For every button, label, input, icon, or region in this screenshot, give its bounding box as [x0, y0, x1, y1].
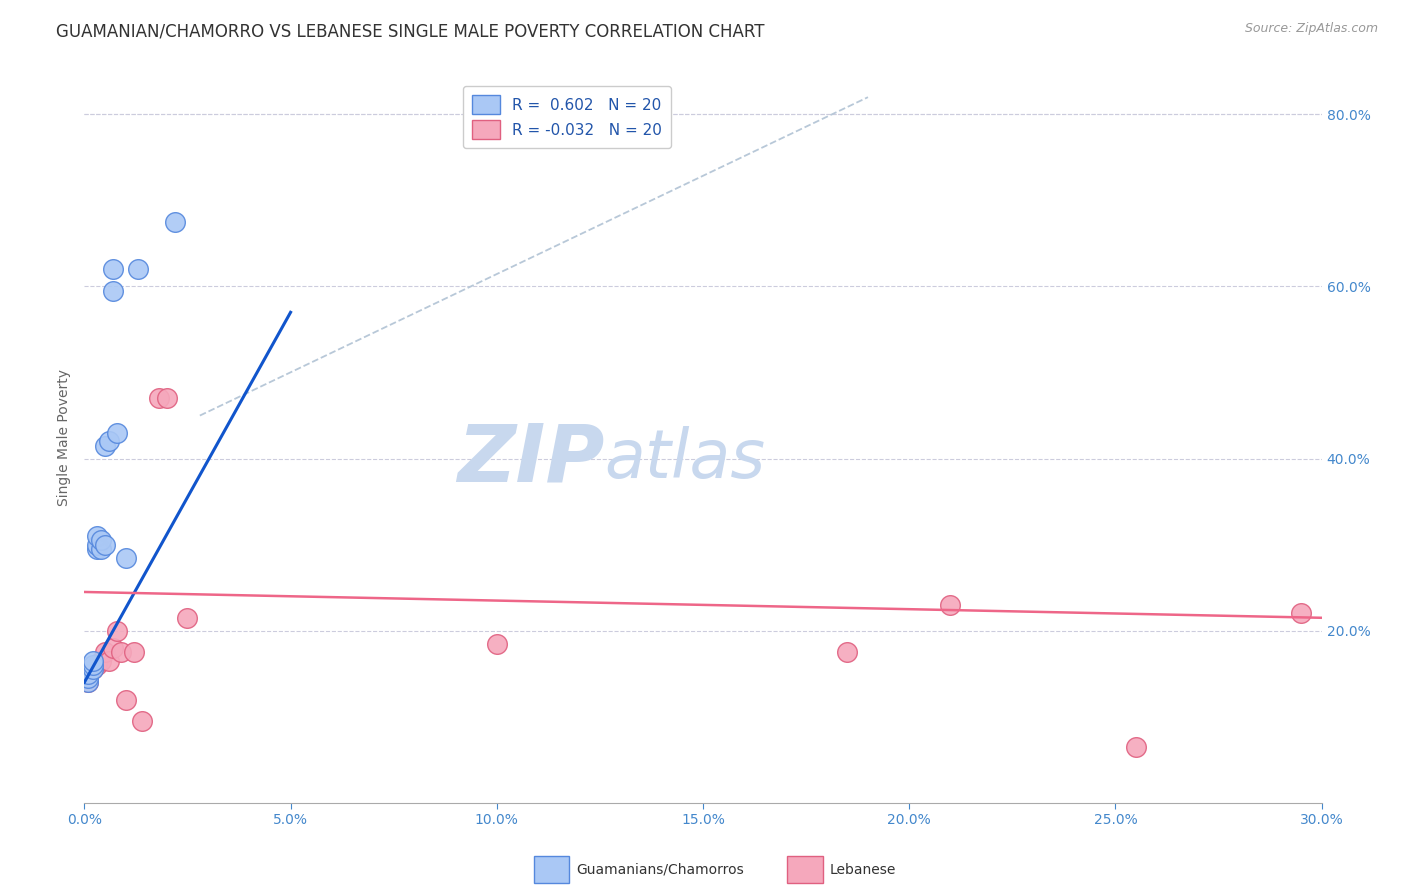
Point [82, 658, 104, 673]
Point [98, 654, 121, 668]
Point [86, 541, 108, 556]
Point [90, 654, 112, 668]
Point [103, 284, 125, 298]
Text: Source: ZipAtlas.com: Source: ZipAtlas.com [1244, 22, 1378, 36]
Point [148, 392, 170, 406]
Point [103, 262, 125, 277]
Text: atlas: atlas [605, 426, 765, 492]
Text: ZIP: ZIP [457, 420, 605, 498]
Text: Guamanians/Chamorros: Guamanians/Chamorros [576, 863, 744, 877]
Point [1289, 607, 1312, 621]
Point [77, 671, 100, 685]
Point [90, 533, 112, 548]
Point [94, 538, 117, 552]
Legend: R =  0.602   N = 20, R = -0.032   N = 20: R = 0.602 N = 20, R = -0.032 N = 20 [463, 87, 671, 148]
Point [105, 624, 128, 638]
Point [1125, 739, 1147, 754]
Text: Lebanese: Lebanese [830, 863, 896, 877]
Point [114, 692, 136, 706]
Point [77, 666, 100, 681]
Point [90, 541, 112, 556]
Point [122, 645, 145, 659]
Point [94, 645, 117, 659]
Point [82, 662, 104, 676]
Point [939, 598, 962, 612]
Point [94, 439, 117, 453]
Y-axis label: Single Male Poverty: Single Male Poverty [58, 368, 72, 506]
Point [86, 658, 108, 673]
Point [156, 392, 179, 406]
Point [837, 645, 859, 659]
Point [103, 640, 125, 655]
Point [82, 654, 104, 668]
Point [127, 262, 149, 277]
Point [105, 425, 128, 440]
Point [485, 637, 508, 651]
Text: GUAMANIAN/CHAMORRO VS LEBANESE SINGLE MALE POVERTY CORRELATION CHART: GUAMANIAN/CHAMORRO VS LEBANESE SINGLE MA… [56, 22, 765, 40]
Point [110, 645, 132, 659]
Point [77, 675, 100, 690]
Point [82, 662, 104, 676]
Point [86, 538, 108, 552]
Point [131, 714, 153, 728]
Point [176, 611, 198, 625]
Point [165, 215, 187, 229]
Point [114, 550, 136, 565]
Point [98, 434, 121, 449]
Point [77, 675, 100, 690]
Point [86, 529, 108, 543]
